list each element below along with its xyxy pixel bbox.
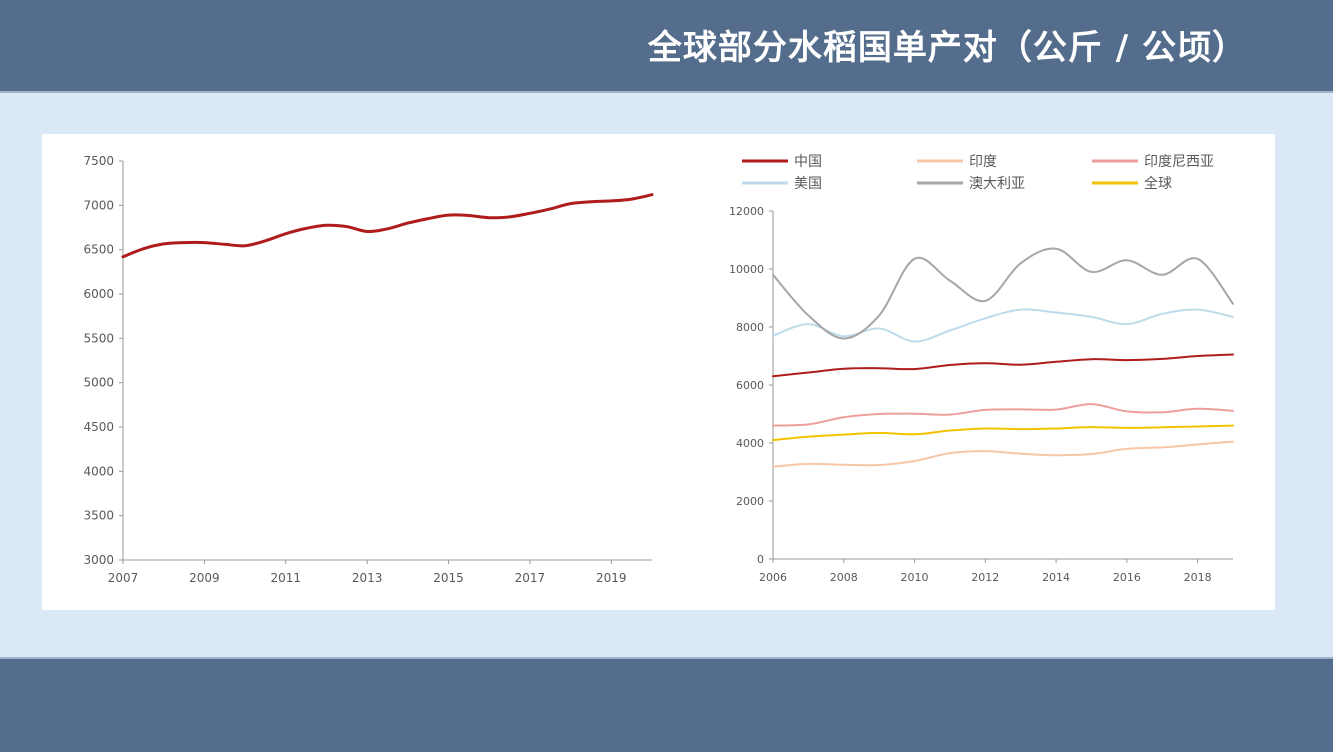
right-series-line — [772, 440, 1234, 468]
legend-label: 印度 — [969, 154, 997, 170]
legend-label: 中国 — [794, 154, 822, 170]
left-y-tick-label: 3500 — [83, 509, 114, 523]
right-x-tick-label: 2018 — [1184, 571, 1212, 584]
legend-label: 美国 — [794, 176, 822, 192]
legend-label: 印度尼西亚 — [1144, 154, 1214, 170]
left-x-tick-label: 2011 — [270, 571, 301, 585]
chart-country-yield: 0 2000 4000 6000 8000 10000 12000 2006 2008 2010 2… — [729, 154, 1234, 584]
right-y-tick-label: 6000 — [736, 379, 764, 392]
right-y-tick-label: 12000 — [729, 205, 764, 218]
left-x-tick-label: 2007 — [108, 571, 139, 585]
left-x-tick-label: 2019 — [596, 571, 627, 585]
right-x-tick-label: 2012 — [971, 571, 999, 584]
footer-band — [0, 657, 1333, 752]
right-y-tick-label: 8000 — [736, 321, 764, 334]
right-y-tick-label: 4000 — [736, 437, 764, 450]
left-x-tick-label: 2017 — [515, 571, 546, 585]
left-series-line — [121, 193, 654, 259]
charts-svg: 3000 3500 4000 4500 5000 5500 6000 6500 7000 7500… — [83, 154, 1234, 585]
left-x-tick-label: 2013 — [352, 571, 383, 585]
right-x-tick-label: 2016 — [1113, 571, 1141, 584]
chart-national-yield: 3000 3500 4000 4500 5000 5500 6000 6500 7000 7500… — [83, 154, 654, 585]
right-x-tick-label: 2010 — [901, 571, 929, 584]
right-series-line — [772, 308, 1234, 343]
left-y-tick-label: 6000 — [83, 287, 114, 301]
right-y-tick-label: 10000 — [729, 263, 764, 276]
left-x-tick-label: 2009 — [189, 571, 220, 585]
left-y-tick-label: 4500 — [83, 420, 114, 434]
right-series-line — [772, 403, 1234, 427]
left-y-tick-label: 7000 — [83, 198, 114, 212]
page-title: 全球部分水稻国单产对（公斤 / 公顷） — [647, 28, 1247, 68]
right-series-line — [772, 353, 1234, 378]
right-series-line — [772, 424, 1234, 442]
header-band: 全球部分水稻国单产对（公斤 / 公顷） — [0, 0, 1333, 93]
left-y-tick-label: 3000 — [83, 553, 114, 567]
right-y-tick-label: 2000 — [736, 495, 764, 508]
left-y-tick-label: 6500 — [83, 243, 114, 257]
left-y-tick-label: 4000 — [83, 464, 114, 478]
right-x-tick-label: 2014 — [1042, 571, 1070, 584]
left-y-tick-label: 7500 — [83, 154, 114, 168]
legend-label: 全球 — [1144, 175, 1172, 192]
legend-label: 澳大利亚 — [969, 176, 1025, 192]
left-y-tick-label: 5500 — [83, 331, 114, 345]
right-x-tick-label: 2008 — [830, 571, 858, 584]
right-x-tick-label: 2006 — [759, 571, 787, 584]
right-y-tick-label: 0 — [757, 553, 764, 566]
chart-panel: 3000 3500 4000 4500 5000 5500 6000 6500 7000 7500… — [42, 134, 1275, 610]
left-x-tick-label: 2015 — [433, 571, 464, 585]
left-y-tick-label: 5000 — [83, 376, 114, 390]
right-series-line — [772, 247, 1234, 340]
